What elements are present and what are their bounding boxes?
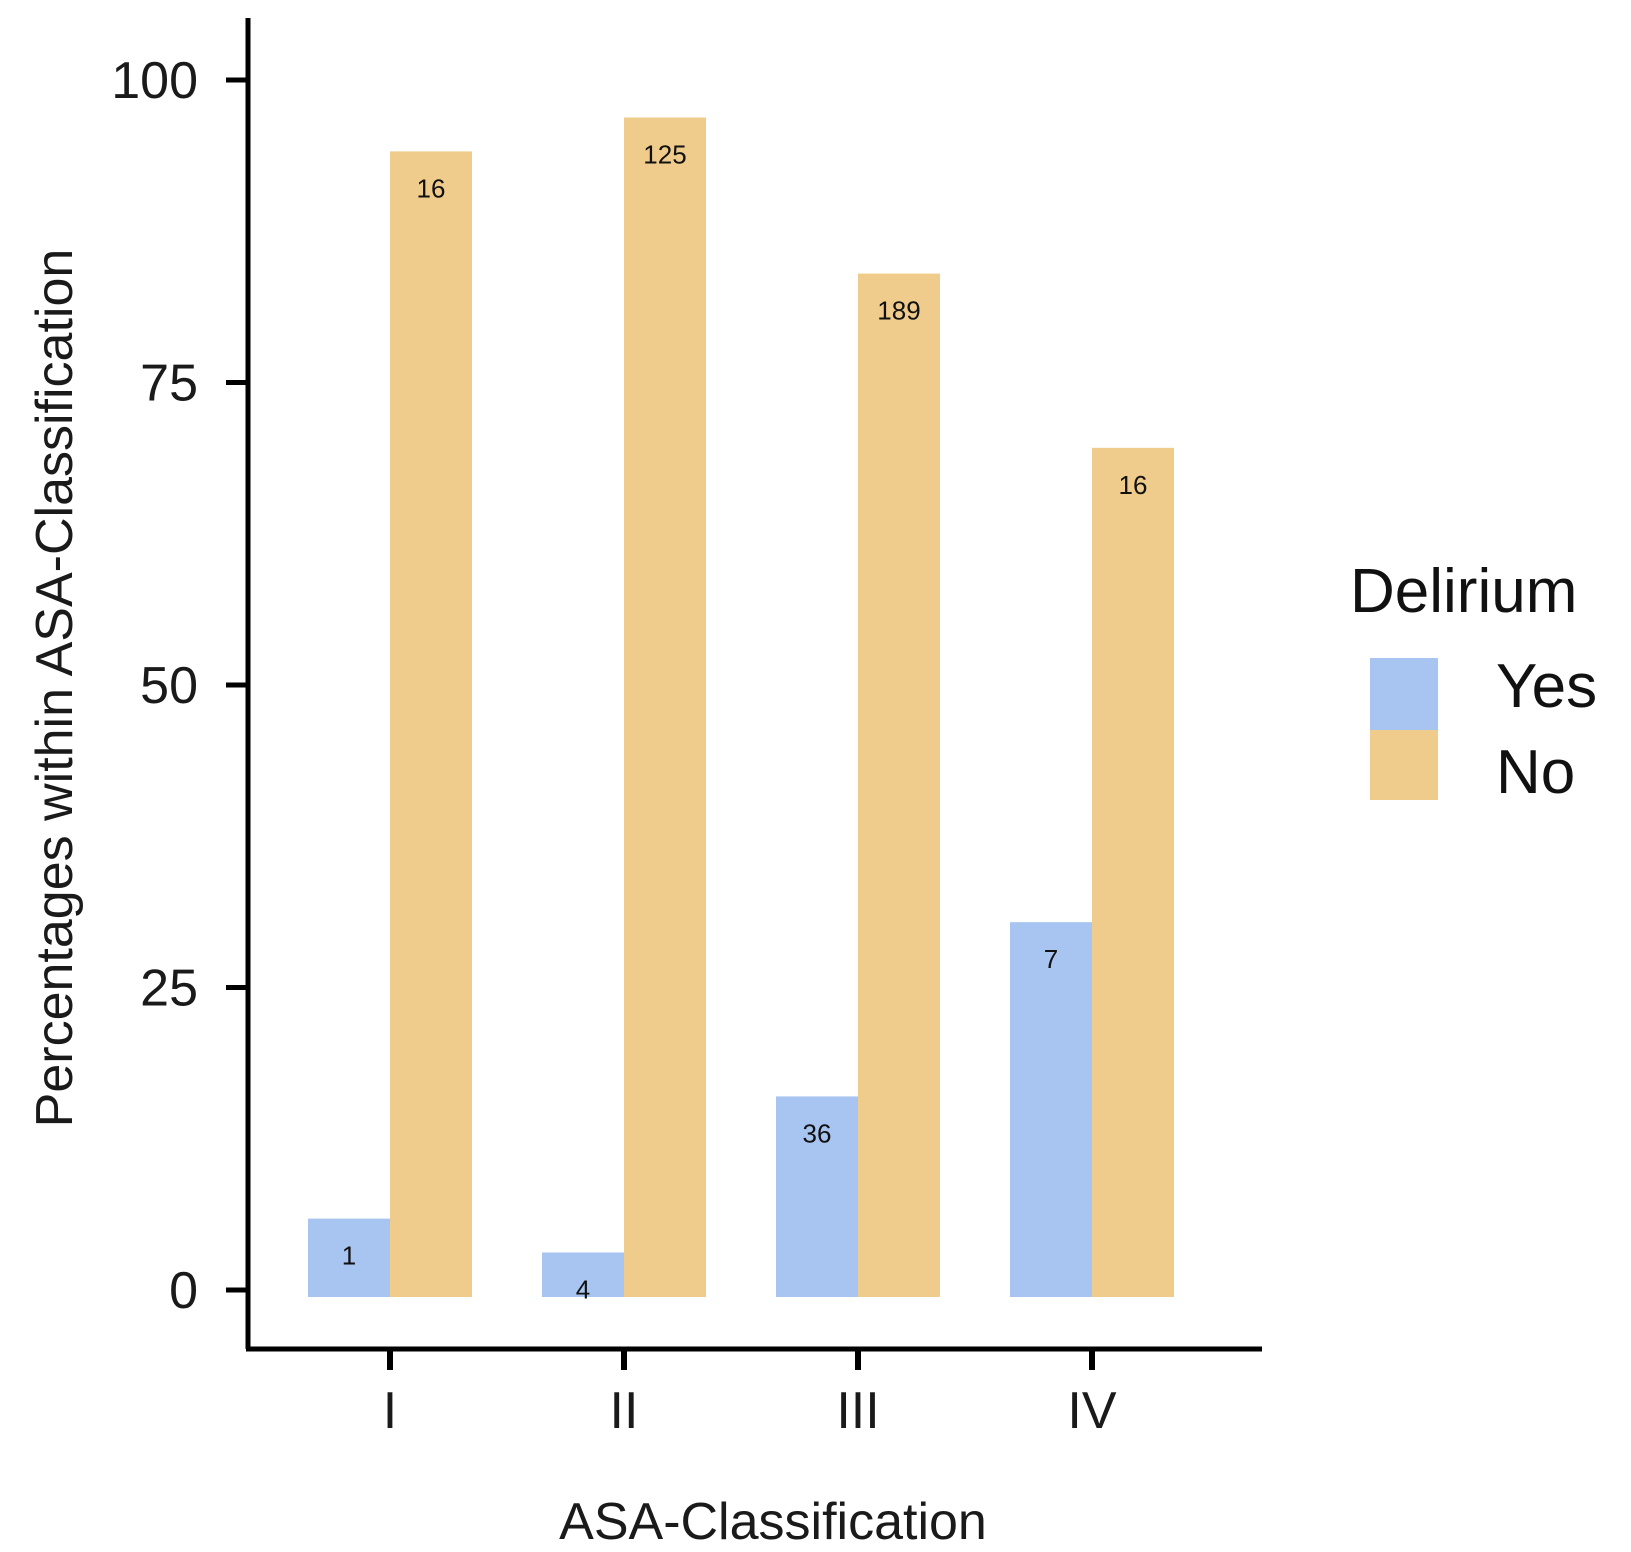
y-tick-label: 100 (111, 52, 198, 110)
x-axis-title: ASA-Classification (559, 1493, 987, 1551)
x-ticks-layer: I II III IV (383, 1351, 1117, 1440)
bar-count-label-yes-iii: 36 (803, 1118, 832, 1148)
bar-no-iii (858, 273, 940, 1298)
legend-swatch-no (1370, 730, 1438, 800)
x-tick-label: II (610, 1382, 639, 1440)
bar-yes-iii (776, 1096, 858, 1297)
y-axis-title: Percentages within ASA-Classification (26, 249, 84, 1128)
bar-count-label-no-ii: 125 (643, 140, 686, 170)
bar-yes-ii (542, 1252, 624, 1297)
bar-no-i (390, 151, 472, 1297)
bar-count-label-no-iii: 189 (877, 296, 920, 326)
legend-label-no: No (1496, 738, 1575, 807)
bar-count-label-yes-ii: 4 (576, 1274, 590, 1304)
bar-labels-layer: 1 16 4 125 36 189 7 16 (342, 140, 1148, 1305)
bars-layer (308, 117, 1174, 1298)
bar-count-label-no-iv: 16 (1119, 470, 1148, 500)
legend-title: Delirium (1350, 557, 1577, 626)
x-tick-label: IV (1067, 1382, 1116, 1440)
legend-label-yes: Yes (1496, 652, 1597, 721)
bar-yes-i (308, 1218, 390, 1297)
bar-count-label-yes-iv: 7 (1044, 944, 1058, 974)
y-tick-label: 50 (140, 657, 198, 715)
bar-no-iv (1092, 447, 1174, 1298)
y-tick-label: 75 (140, 355, 198, 413)
bar-count-label-yes-i: 1 (342, 1241, 356, 1271)
bar-count-label-no-i: 16 (417, 173, 446, 203)
y-ticks-layer: 0 25 50 75 100 (111, 52, 248, 1320)
legend: Delirium Yes No (1350, 557, 1597, 807)
y-tick-label: 0 (169, 1262, 198, 1320)
bar-yes-iv (1010, 922, 1092, 1297)
y-tick-label: 25 (140, 960, 198, 1018)
legend-swatch-yes (1370, 658, 1438, 730)
x-tick-label: III (836, 1382, 879, 1440)
x-tick-label: I (383, 1382, 397, 1440)
bar-no-ii (624, 117, 706, 1297)
